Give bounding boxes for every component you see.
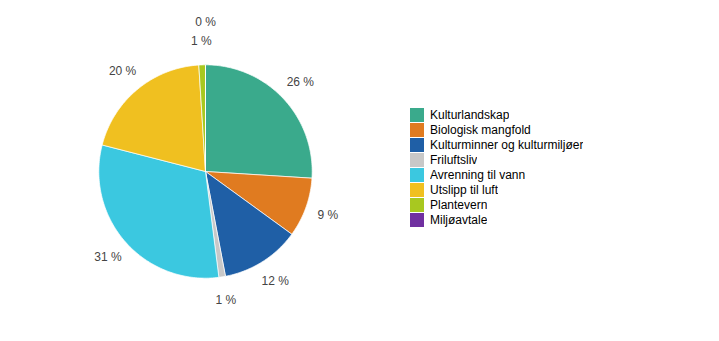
html-text:Friluftsliv: Friluftsliv [430,152,478,167]
html-text:Avrenning til vann: Avrenning til vann [430,167,526,182]
svg-text:26 %: 26 % [287,75,315,89]
html-text:Plantevern: Plantevern [430,197,488,212]
html-text:Utslipp til luft: Utslipp til luft [430,182,498,197]
svg-text:1 %: 1 % [191,34,212,48]
svg-text:12 %: 12 % [262,274,290,288]
html-text:Biologisk mangfold: Biologisk mangfold [430,122,531,137]
html-text:Miljøavtale: Miljøavtale [430,212,488,227]
svg-text:0 %: 0 % [195,15,216,29]
svg-text:31 %: 31 % [94,250,122,264]
html-text:Kulturminner og kulturmiljøer: Kulturminner og kulturmiljøer [430,137,584,152]
svg-text:9 %: 9 % [318,208,339,222]
svg-text:1 %: 1 % [216,292,237,306]
svg-text:20 %: 20 % [109,64,137,78]
html-text:Kulturlandskap: Kulturlandskap [430,107,510,122]
